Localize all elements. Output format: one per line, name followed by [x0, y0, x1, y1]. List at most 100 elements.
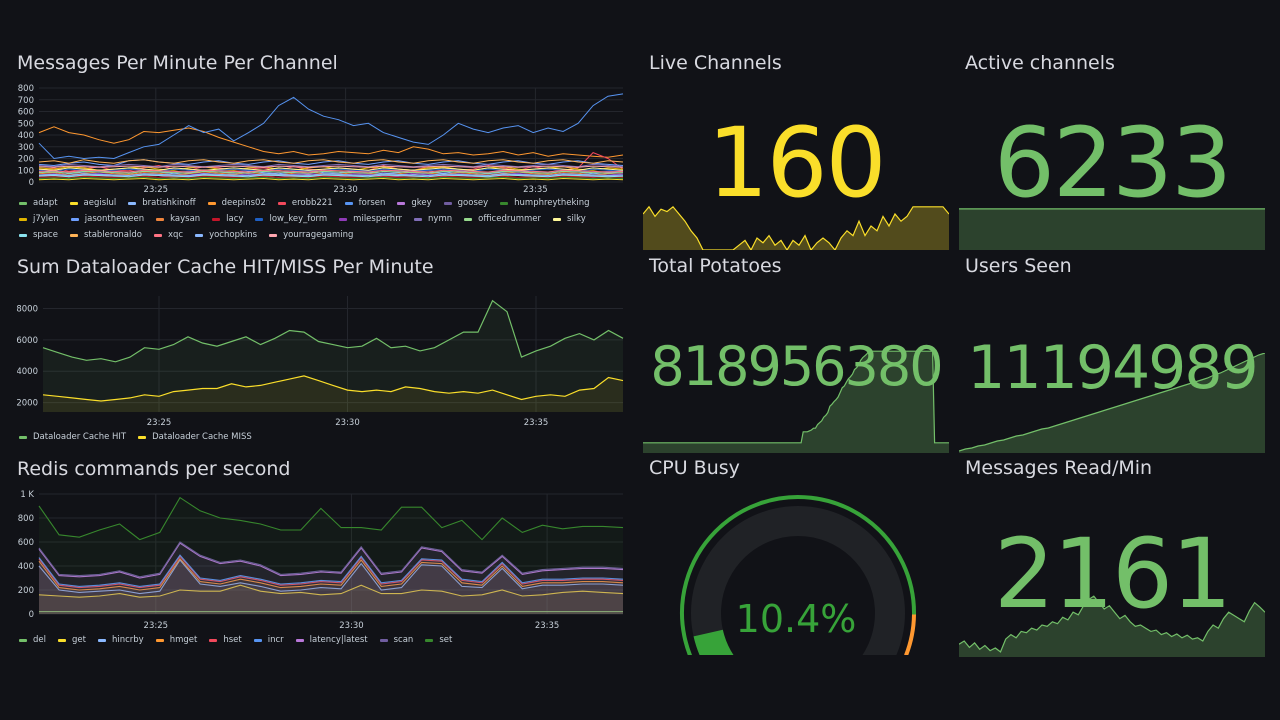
- panel-messages-read[interactable]: Messages Read/Min 2161: [959, 457, 1265, 657]
- series-line-incr[interactable]: [38, 554, 624, 587]
- legend-item[interactable]: hset: [209, 635, 242, 646]
- legend-swatch: [155, 639, 164, 642]
- legend-item[interactable]: gkey: [397, 198, 432, 209]
- messages-read-sparkline: [959, 595, 1265, 657]
- panel-title[interactable]: Active channels: [965, 52, 1115, 74]
- legend-swatch: [255, 218, 264, 221]
- legend-item[interactable]: stableronaldo: [69, 230, 142, 241]
- legend-item[interactable]: milesperhrr: [339, 214, 402, 225]
- series-line-forsen[interactable]: [38, 93, 624, 160]
- legend-item[interactable]: humphreytheking: [500, 198, 590, 209]
- panel-title[interactable]: Messages Per Minute Per Channel: [17, 52, 338, 74]
- series-line-yochopkins[interactable]: [38, 173, 624, 177]
- y-tick-label: 6000: [17, 336, 38, 346]
- series-line-dataloader-cache-miss[interactable]: [42, 375, 624, 402]
- legend-label: bratishkinoff: [142, 198, 196, 208]
- series-line-scan[interactable]: [38, 541, 624, 578]
- legend-item[interactable]: incr: [253, 635, 284, 646]
- legend-item[interactable]: Dataloader Cache MISS: [138, 432, 252, 443]
- panel-redis-commands[interactable]: Redis commands per second 0 200 400 600 800 1…: [17, 458, 627, 650]
- panel-title[interactable]: Redis commands per second: [17, 458, 291, 480]
- legend-item[interactable]: xqc: [153, 230, 183, 241]
- legend-swatch: [277, 202, 286, 205]
- panel-active-channels[interactable]: Active channels 6233: [959, 52, 1265, 250]
- panel-dataloader-cache[interactable]: Sum Dataloader Cache HIT/MISS Per Minute…: [17, 256, 627, 448]
- legend-item[interactable]: goosey: [443, 198, 488, 209]
- total-potatoes-sparkline: [643, 350, 949, 453]
- y-tick-label: 1 K: [20, 490, 34, 500]
- series-line-yourragegaming[interactable]: [38, 165, 624, 168]
- legend-item[interactable]: kaysan: [156, 214, 200, 225]
- series-area-del: [39, 611, 623, 614]
- legend-item[interactable]: set: [425, 635, 452, 646]
- legend-item[interactable]: lacy: [212, 214, 243, 225]
- panel-messages-per-minute[interactable]: Messages Per Minute Per Channel 0 100 200 3…: [17, 52, 627, 252]
- panel-total-potatoes[interactable]: Total Potatoes 818956380: [643, 255, 949, 453]
- y-tick-label: 0: [29, 178, 34, 188]
- panel-title[interactable]: Live Channels: [649, 52, 782, 74]
- legend-item[interactable]: low_key_form: [255, 214, 327, 225]
- y-tick-label: 600: [18, 108, 34, 118]
- legend-item[interactable]: erobb221: [277, 198, 333, 209]
- panel-title[interactable]: CPU Busy: [649, 457, 740, 479]
- legend-item[interactable]: forsen: [344, 198, 385, 209]
- series-line-set[interactable]: [38, 496, 624, 541]
- legend-item[interactable]: yourragegaming: [269, 230, 353, 241]
- legend-item[interactable]: j7ylen: [19, 214, 59, 225]
- series-line-hset[interactable]: [38, 555, 624, 589]
- series-line-aegislul[interactable]: [38, 177, 624, 181]
- series-line-humphreytheking[interactable]: [38, 176, 624, 180]
- series-line-space[interactable]: [38, 174, 624, 178]
- legend-item[interactable]: officedrummer: [464, 214, 541, 225]
- series-line-hmget[interactable]: [38, 557, 624, 591]
- legend-swatch: [97, 639, 106, 642]
- series-area-dataloader-cache-hit: [43, 300, 623, 412]
- legend-item[interactable]: Dataloader Cache HIT: [19, 432, 126, 443]
- panel-users-seen[interactable]: Users Seen 11194989: [959, 255, 1265, 453]
- legend-item[interactable]: get: [58, 635, 86, 646]
- panel-cpu-busy[interactable]: CPU Busy 10.4%: [643, 457, 949, 657]
- legend-item[interactable]: nymn: [414, 214, 452, 225]
- series-line-deepins02[interactable]: [38, 126, 624, 158]
- series-line-nymn[interactable]: [38, 163, 624, 168]
- y-tick-label: 200: [18, 586, 34, 596]
- series-line-stableronaldo[interactable]: [38, 159, 624, 164]
- y-tick-label: 400: [18, 131, 34, 141]
- series-line-get[interactable]: [38, 584, 624, 598]
- panel-title[interactable]: Users Seen: [965, 255, 1072, 277]
- legend-item[interactable]: hincrby: [97, 635, 144, 646]
- x-tick-label: 23:25: [144, 621, 169, 631]
- series-line-latency-latest[interactable]: [38, 542, 624, 579]
- legend-label: low_key_form: [269, 214, 328, 224]
- y-tick-label: 400: [18, 562, 34, 572]
- series-line-lacy[interactable]: [38, 175, 624, 178]
- legend-label: get: [72, 635, 86, 645]
- legend-item[interactable]: scan: [379, 635, 413, 646]
- legend-item[interactable]: silky: [553, 214, 586, 225]
- legend-item[interactable]: hmget: [155, 635, 197, 646]
- legend-item[interactable]: yochopkins: [195, 230, 257, 241]
- legend-item[interactable]: adapt: [19, 198, 58, 209]
- series-line-silky[interactable]: [38, 167, 624, 171]
- legend-swatch: [70, 218, 79, 221]
- series-line-hincrby[interactable]: [38, 559, 624, 595]
- legend-swatch: [153, 234, 162, 237]
- legend-item[interactable]: bratishkinoff: [128, 198, 196, 209]
- legend-item[interactable]: del: [19, 635, 46, 646]
- series-area-set: [39, 497, 623, 614]
- panel-live-channels[interactable]: Live Channels 160: [643, 52, 949, 250]
- panel-title[interactable]: Sum Dataloader Cache HIT/MISS Per Minute: [17, 256, 434, 278]
- panel-title[interactable]: Messages Read/Min: [965, 457, 1153, 479]
- legend-label: incr: [267, 635, 284, 645]
- series-line-officedrummer[interactable]: [38, 170, 624, 174]
- legend-item[interactable]: jasontheween: [70, 214, 144, 225]
- legend-item[interactable]: space: [19, 230, 58, 241]
- legend-item[interactable]: deepins02: [207, 198, 266, 209]
- legend-item[interactable]: aegislul: [69, 198, 116, 209]
- panel-title[interactable]: Total Potatoes: [649, 255, 782, 277]
- legend-item[interactable]: latency|latest: [295, 635, 368, 646]
- series-line-xqc[interactable]: [38, 169, 624, 173]
- legend-swatch: [379, 639, 388, 642]
- series-line-dataloader-cache-hit[interactable]: [42, 299, 624, 363]
